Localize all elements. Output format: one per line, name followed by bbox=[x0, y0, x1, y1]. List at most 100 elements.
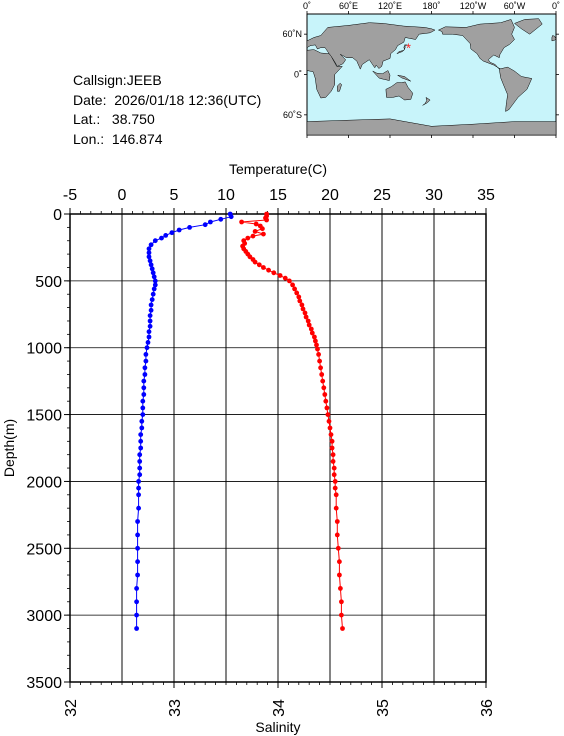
temperature-data-point bbox=[252, 259, 258, 265]
salinity-data-point bbox=[149, 297, 155, 302]
temperature-tick-label: 35 bbox=[477, 187, 495, 204]
temperature-data-point bbox=[333, 492, 339, 498]
station-info: Callsign:JEEB Date: 2026/01/18 12:36(UTC… bbox=[73, 71, 261, 149]
date-label: Date: bbox=[73, 91, 107, 108]
temperature-data-point bbox=[338, 586, 343, 591]
salinity-data-point bbox=[163, 233, 169, 238]
temperature-data-point bbox=[317, 358, 322, 364]
salinity-data-point bbox=[151, 286, 157, 292]
temperature-data-point bbox=[239, 219, 245, 225]
map-lat-ticks: 60˚N 0˚ 60˚S bbox=[282, 29, 559, 120]
temperature-data-point bbox=[245, 235, 251, 241]
temperature-data-point bbox=[331, 465, 337, 471]
salinity-profile-line bbox=[136, 213, 232, 629]
temperature-data-point bbox=[321, 385, 327, 391]
temperature-data-point bbox=[329, 445, 335, 451]
salinity-data-point bbox=[140, 412, 146, 417]
temperature-tick-label: 25 bbox=[373, 187, 391, 204]
salinity-data-point bbox=[144, 345, 150, 351]
temperature-data-point bbox=[319, 372, 325, 377]
temperature-tick-label: -5 bbox=[63, 187, 77, 204]
temperature-tick-label: 10 bbox=[217, 187, 235, 204]
temperature-data-point bbox=[314, 342, 319, 348]
temperature-data-point bbox=[303, 314, 309, 320]
land-north-america bbox=[437, 19, 515, 70]
salinity-data-point bbox=[146, 329, 152, 335]
depth-tick-label: 2500 bbox=[26, 541, 62, 558]
salinity-data-point bbox=[176, 227, 182, 233]
salinity-data-point bbox=[146, 246, 152, 252]
temperature-data-point bbox=[333, 505, 339, 511]
salinity-data-point bbox=[159, 235, 164, 241]
salinity-data-point bbox=[134, 626, 140, 631]
map-land bbox=[306, 18, 557, 136]
temperature-data-point bbox=[323, 398, 329, 404]
temperature-tick-label: 20 bbox=[321, 187, 339, 204]
salinity-data-point bbox=[150, 291, 156, 297]
salinity-data-point bbox=[148, 242, 154, 248]
temperature-data-point bbox=[334, 532, 340, 538]
temperature-data-point bbox=[326, 418, 332, 424]
salinity-data-point bbox=[187, 225, 193, 230]
map-lon-label: 0˚ bbox=[552, 1, 560, 11]
salinity-data-point bbox=[148, 302, 154, 308]
temperature-data-point bbox=[287, 278, 292, 284]
salinity-ticks: 32 33 34 35 36 bbox=[63, 682, 496, 717]
temperature-data-point bbox=[300, 306, 306, 312]
salinity-tick-label: 33 bbox=[167, 699, 184, 717]
land-greenland bbox=[513, 18, 543, 35]
salinity-data-point bbox=[148, 262, 154, 268]
land-south-america bbox=[499, 66, 533, 112]
salinity-data-point bbox=[136, 505, 142, 511]
temperature-data-point bbox=[308, 326, 314, 332]
lon-label: Lon.: bbox=[73, 130, 105, 147]
salinity-data-point bbox=[152, 282, 158, 288]
temperature-data-point bbox=[316, 352, 321, 357]
temperature-data-point bbox=[312, 334, 317, 340]
land-new-zealand bbox=[422, 96, 431, 106]
salinity-data-point bbox=[140, 405, 146, 411]
temperature-data-point bbox=[334, 519, 340, 524]
temperature-data-point bbox=[261, 231, 266, 237]
temperature-data-point bbox=[296, 294, 302, 300]
salinity-data-point bbox=[145, 340, 151, 345]
salinity-data-point bbox=[151, 274, 157, 280]
temperature-data-point bbox=[271, 270, 277, 276]
salinity-data-point bbox=[135, 572, 141, 578]
salinity-data-point bbox=[135, 545, 141, 551]
salinity-data-point bbox=[134, 612, 140, 618]
map-lat-label: 60˚S bbox=[283, 110, 302, 120]
depth-tick-label: 1500 bbox=[26, 408, 62, 425]
series-layer bbox=[134, 211, 345, 631]
temperature-data-point bbox=[297, 298, 303, 304]
map-lon-label: 180˚ bbox=[422, 1, 440, 11]
depth-tick-label: 2000 bbox=[26, 474, 62, 491]
map-lon-label: 60˚W bbox=[504, 1, 526, 11]
temperature-data-point bbox=[250, 233, 256, 239]
salinity-data-point bbox=[208, 219, 213, 225]
land-madagascar bbox=[337, 82, 342, 92]
salinity-data-point bbox=[150, 270, 156, 276]
land-indonesia bbox=[372, 70, 391, 81]
salinity-data-point bbox=[135, 519, 141, 524]
land-eurasia bbox=[306, 22, 436, 70]
map-lat-label: 0˚ bbox=[294, 70, 302, 80]
map-lon-label: 120˚E bbox=[378, 1, 402, 11]
salinity-data-point bbox=[137, 452, 143, 458]
temperature-data-point bbox=[264, 217, 269, 223]
land-britain bbox=[551, 35, 557, 42]
salinity-data-point bbox=[228, 214, 234, 220]
lat-label: Lat.: bbox=[73, 111, 101, 127]
temperature-tick-label: 30 bbox=[425, 187, 443, 204]
temperature-data-point bbox=[256, 262, 262, 268]
temperature-data-point bbox=[252, 229, 258, 234]
salinity-data-point bbox=[142, 365, 148, 371]
salinity-data-point bbox=[136, 492, 142, 498]
temperature-data-point bbox=[340, 626, 345, 631]
map-lon-ticks: 0˚ 60˚E 120˚E 180˚ 120˚W 60˚W 0˚ bbox=[303, 1, 560, 138]
lon-line: Lon.: 146.874 bbox=[73, 130, 261, 150]
salinity-data-point bbox=[137, 459, 143, 464]
lat-line: Lat.: 38.750 bbox=[73, 110, 261, 130]
temperature-data-point bbox=[282, 275, 288, 281]
